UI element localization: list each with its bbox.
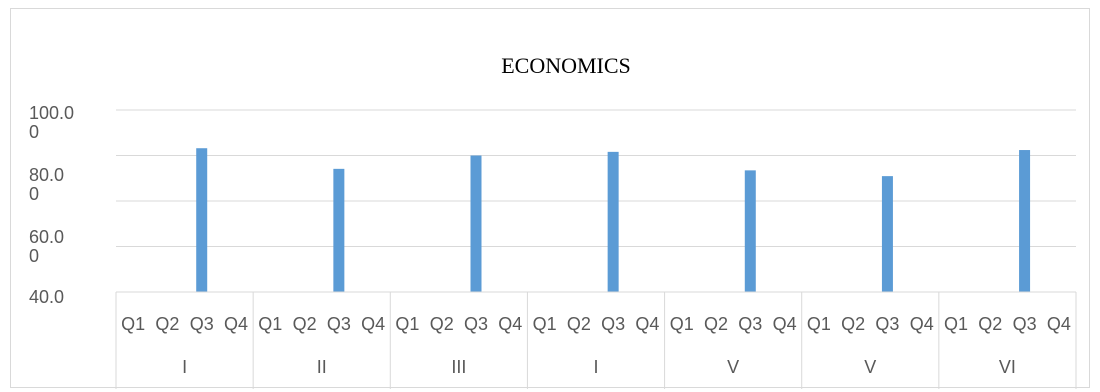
quarter-label: Q3 bbox=[1013, 314, 1037, 334]
group-label: II bbox=[317, 357, 327, 377]
quarter-label: Q4 bbox=[773, 314, 797, 334]
quarter-label: Q1 bbox=[807, 314, 831, 334]
grid-layer bbox=[116, 109, 1076, 293]
group-label: I bbox=[593, 357, 598, 377]
quarter-label: Q1 bbox=[944, 314, 968, 334]
group-label: V bbox=[864, 357, 876, 377]
quarter-label: Q3 bbox=[190, 314, 214, 334]
quarter-label: Q2 bbox=[704, 314, 728, 334]
y-tick-label: 100.0 0 bbox=[29, 103, 74, 142]
quarter-label: Q3 bbox=[464, 314, 488, 334]
bar-series bbox=[196, 148, 1031, 292]
quarter-label: Q4 bbox=[361, 314, 385, 334]
y-tick-label: 80.0 0 bbox=[29, 165, 64, 204]
quarter-label: Q1 bbox=[533, 314, 557, 334]
bar bbox=[881, 176, 893, 292]
quarter-label: Q3 bbox=[327, 314, 351, 334]
group-label: III bbox=[451, 357, 466, 377]
economics-chart: ECONOMICS 100.0 080.0 060.0 040.0 Q1 Q2 Q3 Q4 Q… bbox=[29, 53, 1077, 389]
quarter-label: Q2 bbox=[430, 314, 454, 334]
quarter-label: Q3 bbox=[875, 314, 899, 334]
quarter-label: Q2 bbox=[841, 314, 865, 334]
quarter-label: Q2 bbox=[293, 314, 317, 334]
bar bbox=[196, 148, 208, 292]
quarter-label: Q3 bbox=[601, 314, 625, 334]
quarter-label: Q4 bbox=[910, 314, 934, 334]
group-label: VI bbox=[999, 357, 1016, 377]
y-tick-label: 40.0 bbox=[29, 287, 64, 307]
y-axis-ticks: 100.0 0 80.0 0 60.0 0 40.0 bbox=[29, 103, 74, 307]
quarter-label: Q2 bbox=[155, 314, 179, 334]
group-label: I bbox=[182, 357, 187, 377]
quarter-label: Q1 bbox=[258, 314, 282, 334]
chart-frame: ECONOMICS 100.0 0 80.0 0 60.0 0 40.0 Q1 Q2 Q3 Q4 Q… bbox=[10, 8, 1090, 389]
quarter-label: Q4 bbox=[1047, 314, 1071, 334]
quarter-label: Q3 bbox=[738, 314, 762, 334]
bar bbox=[744, 170, 756, 292]
x-axis: Q1 Q2 Q3 Q4 Q1 Q2 Q3 Q4 Q1 Q2 Q3 Q4 Q1 Q2 Q3 Q4 Q1 Q2 Q3 Q4… bbox=[115, 291, 1077, 389]
bar bbox=[333, 168, 345, 292]
quarter-label: Q2 bbox=[567, 314, 591, 334]
group-label: V bbox=[727, 357, 739, 377]
quarter-label: Q1 bbox=[395, 314, 419, 334]
quarter-label: Q1 bbox=[121, 314, 145, 334]
quarter-label: Q1 bbox=[670, 314, 694, 334]
quarter-label: Q2 bbox=[978, 314, 1002, 334]
chart-title: ECONOMICS bbox=[501, 53, 631, 78]
bar bbox=[470, 155, 482, 292]
y-tick-label: 60.0 0 bbox=[29, 227, 64, 266]
quarter-label: Q4 bbox=[498, 314, 522, 334]
bar bbox=[607, 151, 619, 292]
quarter-label: Q4 bbox=[224, 314, 248, 334]
bar bbox=[1019, 150, 1031, 292]
quarter-label: Q4 bbox=[635, 314, 659, 334]
